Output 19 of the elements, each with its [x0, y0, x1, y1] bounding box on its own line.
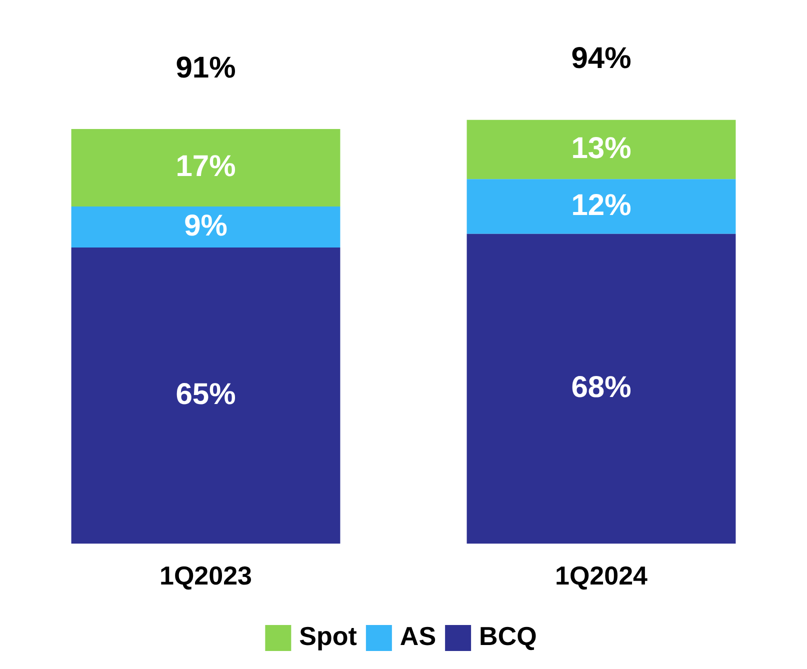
- bar: [466, 234, 736, 544]
- legend-label: Spot: [299, 621, 358, 652]
- bar: [71, 248, 340, 544]
- total-label: 94%: [571, 42, 632, 76]
- legend-label: BCQ: [479, 621, 537, 652]
- bar: [466, 120, 736, 180]
- bar: [71, 129, 340, 207]
- data-label: 17%: [176, 150, 236, 184]
- legend-label: AS: [400, 621, 436, 652]
- x-tick-label: 1Q2024: [554, 560, 648, 591]
- bar: [71, 206, 340, 248]
- data-label: 65%: [176, 378, 236, 411]
- x-tick-label: 1Q2023: [159, 560, 252, 591]
- data-label: 12%: [571, 188, 632, 222]
- data-label: 9%: [184, 209, 228, 242]
- total-label: 91%: [176, 51, 236, 84]
- data-label: 68%: [571, 371, 632, 404]
- bar: [466, 179, 736, 234]
- data-label: 13%: [571, 132, 632, 165]
